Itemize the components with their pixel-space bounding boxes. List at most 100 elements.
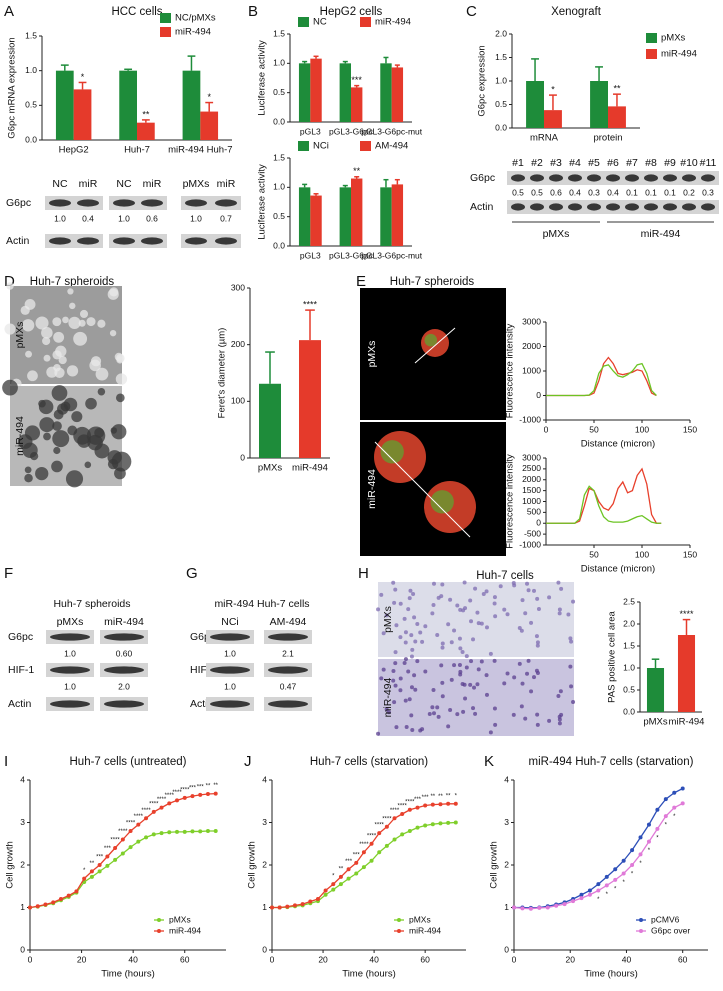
bar xyxy=(351,87,363,122)
significance: **** xyxy=(405,799,415,805)
y-tick-label: 0 xyxy=(20,944,25,954)
cell xyxy=(484,673,489,678)
y-tick-label: 0.5 xyxy=(25,100,37,110)
cell xyxy=(408,588,413,593)
cell xyxy=(114,467,126,480)
blot-band xyxy=(625,174,639,182)
lane-label: #3 xyxy=(550,157,562,169)
cell xyxy=(529,620,534,625)
lane-label: NCi xyxy=(221,616,239,628)
chart-title: Huh-7 cells (starvation) xyxy=(310,756,428,768)
cell xyxy=(52,421,62,431)
bar xyxy=(391,67,404,122)
x-tick-label: 100 xyxy=(635,549,649,559)
band-quant: 2.0 xyxy=(118,681,130,691)
x-tick-label: pGL3-G6pc-mut xyxy=(361,250,423,260)
section-line xyxy=(374,441,471,538)
series-line xyxy=(29,792,216,909)
bar xyxy=(339,63,351,122)
series-line xyxy=(513,802,683,910)
significance: * xyxy=(207,92,211,102)
x-tick-label: 40 xyxy=(128,954,138,964)
bar xyxy=(200,111,219,140)
cell xyxy=(427,711,432,716)
y-tick-label: 1000 xyxy=(522,365,541,375)
y-tick-label: 0 xyxy=(262,944,267,954)
point xyxy=(630,863,635,867)
legend-marker xyxy=(157,929,161,933)
cell-green xyxy=(380,440,404,464)
y-tick-label: -1000 xyxy=(519,414,541,424)
point xyxy=(680,786,685,791)
cell xyxy=(571,599,576,604)
point xyxy=(190,829,195,834)
cell xyxy=(511,712,516,717)
point xyxy=(528,906,533,911)
point xyxy=(430,822,435,827)
section-line xyxy=(414,327,456,364)
significance: *** xyxy=(197,784,205,790)
blot-band xyxy=(682,174,696,182)
cell xyxy=(502,681,507,686)
point xyxy=(308,899,313,904)
blot-band xyxy=(549,203,563,211)
cell xyxy=(413,687,418,692)
point xyxy=(621,858,626,863)
y-axis-label: Cell growth xyxy=(247,841,258,889)
y-tick-label: 0.0 xyxy=(25,134,37,144)
blot-title: miR-494 Huh-7 cells xyxy=(214,598,309,610)
cell xyxy=(440,694,445,699)
significance: *** xyxy=(104,846,112,852)
cell xyxy=(391,668,396,673)
x-tick-label: miR-494 Huh-7 xyxy=(168,145,232,156)
y-tick-label: 0.0 xyxy=(623,706,635,716)
point xyxy=(604,874,609,879)
cell xyxy=(420,727,425,732)
cell xyxy=(492,595,497,600)
lane-label: #8 xyxy=(645,157,657,169)
y-tick-label: 2 xyxy=(20,859,25,869)
significance: **** xyxy=(110,838,120,844)
band-quant: 0.1 xyxy=(664,187,676,197)
point xyxy=(587,888,592,893)
significance: *** xyxy=(96,855,104,861)
x-tick-label: 150 xyxy=(683,549,697,559)
cell xyxy=(481,591,486,596)
cell xyxy=(446,724,451,729)
band-quant: 2.1 xyxy=(282,648,294,658)
panel-letter: J xyxy=(244,753,252,770)
point xyxy=(430,802,435,807)
cell xyxy=(566,612,571,617)
lane-label: NC xyxy=(52,178,68,190)
point xyxy=(354,871,359,876)
lane-label: #11 xyxy=(700,157,717,169)
panel-letter: D xyxy=(4,273,15,290)
significance: **** xyxy=(375,823,385,829)
cell xyxy=(423,669,428,674)
image-label: pMXs xyxy=(366,341,378,368)
cell xyxy=(409,713,414,718)
legend-label: pMXs xyxy=(169,914,191,924)
blot-band xyxy=(50,666,90,674)
point xyxy=(43,902,48,907)
cell xyxy=(393,683,398,688)
point xyxy=(377,850,382,855)
blot-band xyxy=(50,633,90,641)
cell xyxy=(569,684,574,689)
blot-row-label: Actin xyxy=(6,235,30,247)
bar xyxy=(544,110,562,128)
cell xyxy=(376,731,381,736)
significance: * xyxy=(83,868,86,874)
band-quant: 0.3 xyxy=(588,187,600,197)
point xyxy=(213,829,218,833)
significance: * xyxy=(648,848,651,854)
panel-letter: H xyxy=(358,565,369,582)
x-tick-label: pGL3-G6pc-mut xyxy=(361,126,423,136)
point xyxy=(537,905,542,910)
significance: * xyxy=(455,793,458,799)
y-axis-label: Luciferase activity xyxy=(257,40,268,116)
blot-row-label: Actin xyxy=(8,698,32,710)
bar xyxy=(608,106,626,128)
blot-band xyxy=(185,237,207,245)
x-tick-label: miR-494 xyxy=(292,463,328,474)
